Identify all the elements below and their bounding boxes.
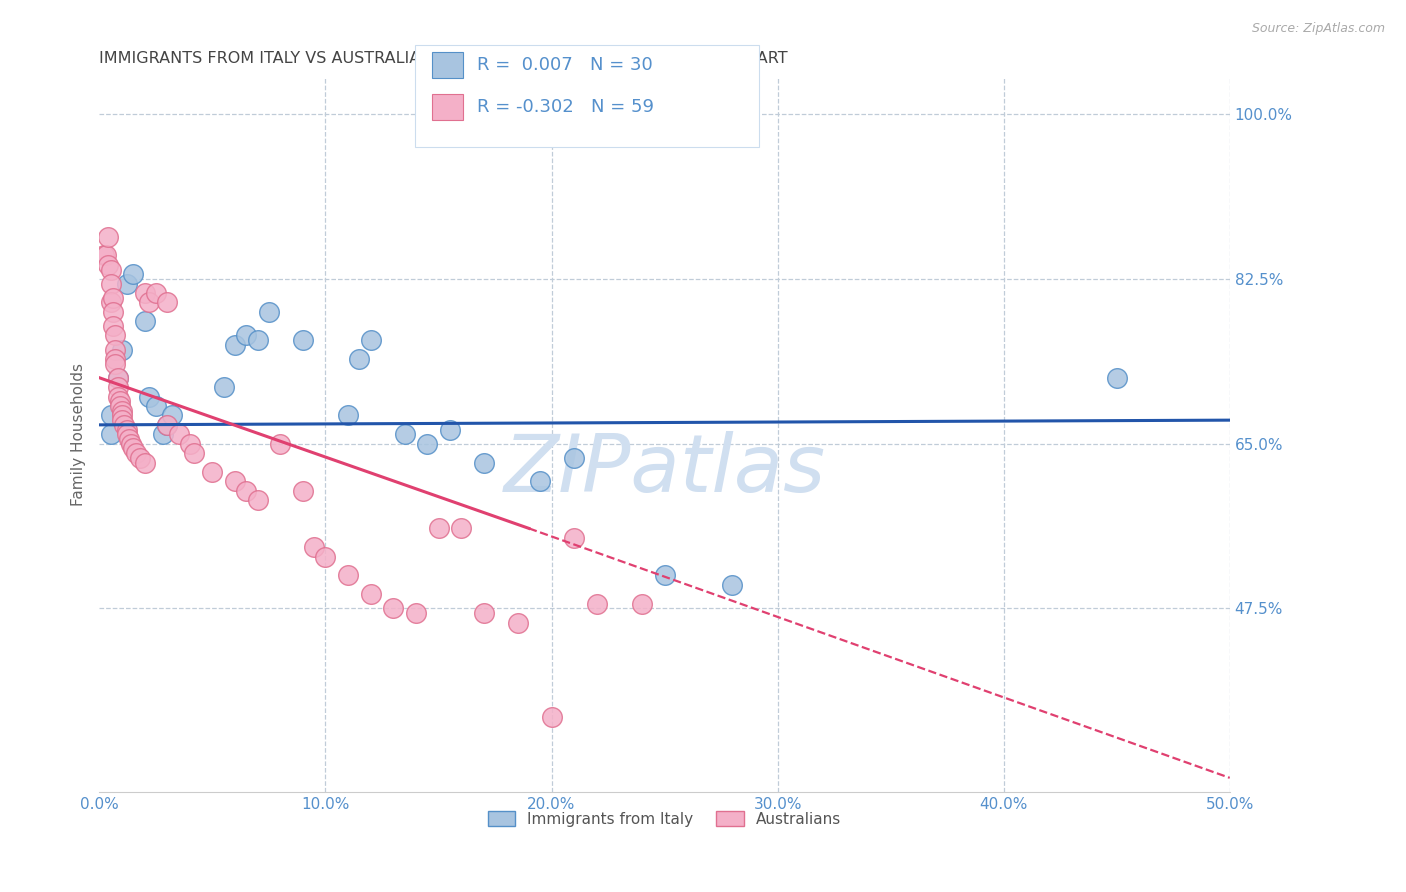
Point (156, 417, 179, 432)
Point (104, 343, 127, 357)
Point (183, 446, 205, 460)
Point (349, 351, 371, 366)
Point (115, 427, 138, 442)
Point (97, 229, 120, 244)
Point (156, 295, 179, 310)
Text: R = -0.302   N = 59: R = -0.302 N = 59 (477, 98, 654, 116)
Point (134, 286, 156, 301)
Y-axis label: Family Households: Family Households (72, 363, 86, 506)
Point (96, 248, 118, 262)
Text: ZIPatlas: ZIPatlas (503, 431, 825, 509)
Point (529, 475, 551, 489)
Point (224, 338, 246, 352)
Point (360, 587, 382, 601)
Point (269, 436, 291, 450)
Point (721, 578, 744, 592)
Point (107, 371, 129, 385)
Point (302, 540, 325, 554)
Point (145, 399, 167, 413)
Point (540, 709, 562, 723)
Point (201, 465, 224, 479)
Point (108, 399, 131, 413)
Point (100, 262, 122, 277)
Point (108, 394, 131, 409)
Point (337, 409, 360, 423)
Point (100, 427, 122, 442)
Point (427, 521, 450, 535)
Point (235, 483, 257, 498)
Text: IMMIGRANTS FROM ITALY VS AUSTRALIAN FAMILY HOUSEHOLDS CORRELATION CHART: IMMIGRANTS FROM ITALY VS AUSTRALIAN FAMI… (100, 51, 787, 66)
Point (472, 456, 495, 470)
Point (439, 423, 461, 437)
Point (107, 371, 129, 385)
Point (138, 390, 160, 404)
Point (107, 380, 129, 394)
Point (115, 423, 138, 437)
Point (118, 432, 141, 446)
Point (212, 380, 235, 394)
Point (585, 597, 607, 611)
Point (562, 531, 585, 545)
Legend: Immigrants from Italy, Australians: Immigrants from Italy, Australians (479, 803, 849, 834)
Point (93, 248, 115, 262)
Point (654, 568, 676, 582)
Point (246, 333, 269, 347)
Point (145, 286, 167, 301)
Point (405, 606, 427, 620)
Point (224, 475, 246, 489)
Point (104, 328, 127, 343)
Point (134, 314, 156, 328)
Point (100, 295, 122, 310)
Text: R =  0.007   N = 30: R = 0.007 N = 30 (477, 56, 652, 74)
Point (337, 568, 360, 582)
Point (122, 267, 145, 281)
Point (101, 291, 124, 305)
Point (101, 305, 124, 319)
Point (315, 549, 337, 564)
Point (152, 427, 174, 442)
Point (450, 521, 472, 535)
Point (416, 436, 439, 450)
Point (124, 446, 146, 460)
Point (115, 277, 138, 291)
Point (246, 493, 269, 508)
Point (111, 413, 134, 427)
Point (472, 606, 495, 620)
Point (101, 318, 124, 333)
Point (107, 390, 129, 404)
Point (111, 409, 134, 423)
Point (100, 277, 122, 291)
Point (382, 601, 405, 615)
Point (506, 615, 529, 630)
Point (100, 409, 122, 423)
Point (122, 442, 145, 456)
Point (394, 427, 416, 442)
Point (138, 295, 160, 310)
Point (111, 403, 134, 417)
Point (97, 258, 120, 272)
Point (257, 305, 280, 319)
Point (1105, 371, 1128, 385)
Point (104, 351, 127, 366)
Point (360, 333, 382, 347)
Text: Source: ZipAtlas.com: Source: ZipAtlas.com (1251, 22, 1385, 36)
Point (160, 409, 183, 423)
Point (291, 483, 314, 498)
Point (129, 450, 152, 465)
Point (631, 597, 654, 611)
Point (562, 450, 585, 465)
Point (134, 456, 156, 470)
Point (112, 417, 135, 432)
Point (111, 343, 134, 357)
Point (120, 436, 142, 450)
Point (167, 427, 190, 442)
Point (156, 417, 179, 432)
Point (179, 436, 201, 450)
Point (104, 357, 127, 371)
Point (291, 333, 314, 347)
Point (235, 328, 257, 343)
